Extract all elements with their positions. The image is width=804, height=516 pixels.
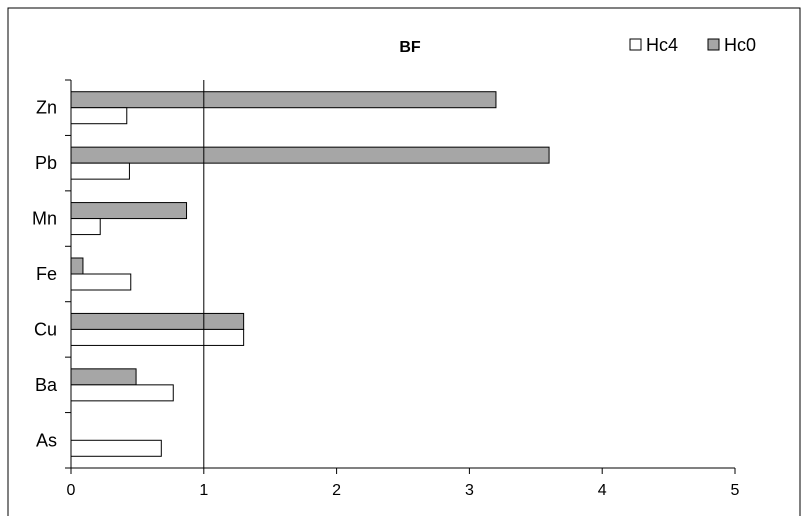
x-tick-label: 3 [465,482,474,499]
bar-hc4-zn [70,107,128,125]
category-label-mn: Mn [32,209,57,229]
x-tick-label: 0 [67,482,76,499]
category-label-as: As [36,430,57,450]
bar-hc4-ba [70,384,174,402]
bar-hc4-cu [70,328,245,346]
category-label-zn: Zn [36,98,57,118]
category-label-fe: Fe [36,264,57,284]
legend-swatch-hc0 [707,38,720,51]
bar-hc4-mn [70,218,101,236]
bar-hc0-cu [70,312,245,330]
bar-hc0-pb [70,146,550,164]
x-tick-label: 2 [332,482,341,499]
legend-swatch-hc4 [629,38,642,51]
chart-title: BF [399,39,421,56]
category-label-ba: Ba [35,375,58,395]
bar-hc0-ba [70,368,137,386]
bar-hc4-fe [70,273,132,291]
bar-hc4-as [70,439,162,457]
legend-label-hc4: Hc4 [646,35,678,55]
x-tick-label: 4 [598,482,607,499]
bar-hc0-zn [70,91,497,109]
plot-area: Zn Pb Mn Fe Cu Ba As 0 1 2 3 4 5 [32,79,740,499]
x-tick-label: 5 [731,482,740,499]
x-tick-label: 1 [199,482,208,499]
category-label-pb: Pb [35,153,57,173]
legend: Hc4 Hc0 [629,35,756,55]
bar-hc0-mn [70,202,188,220]
bar-hc0-fe [70,257,84,275]
legend-label-hc0: Hc0 [724,35,756,55]
bar-hc4-pb [70,162,130,180]
category-label-cu: Cu [34,319,57,339]
